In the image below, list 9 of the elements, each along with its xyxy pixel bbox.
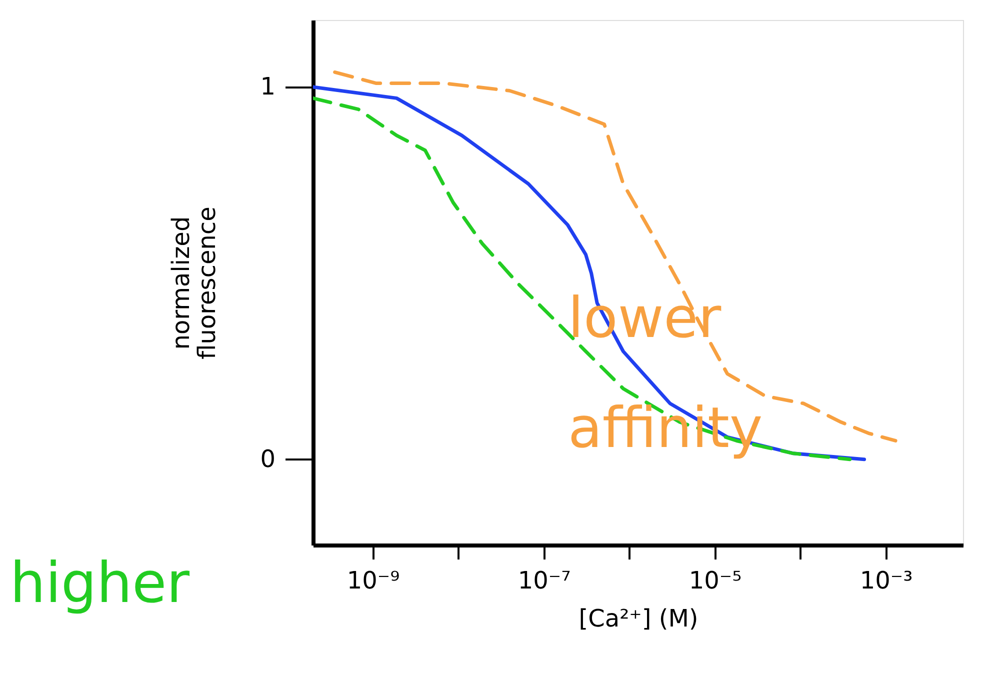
- x-tick-label: 10⁻³: [860, 566, 913, 594]
- x-tick-label: 10⁻⁷: [518, 566, 571, 594]
- y-tick-label: 0: [260, 444, 276, 473]
- x-axis-title: [Ca²⁺] (M): [578, 604, 698, 632]
- y-axis-title: normalized fluorescence: [167, 206, 222, 360]
- x-tick-label: 10⁻⁵: [688, 566, 742, 594]
- text: higher: [10, 551, 191, 616]
- y-tick-label: 1: [260, 72, 276, 101]
- x-tick-label: 10⁻⁹: [346, 566, 400, 594]
